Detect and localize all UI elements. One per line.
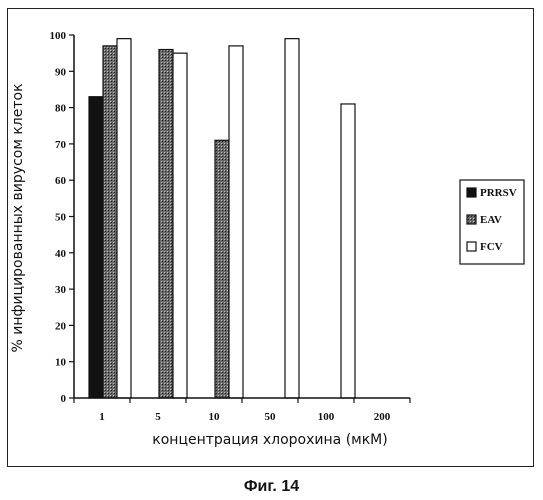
bar-fcv-10 [229,46,243,398]
bar-fcv-50 [285,39,299,398]
figure-caption: Фиг. 14 [0,478,543,496]
legend-swatch-prrsv [467,188,476,197]
bar-eav-5 [159,50,173,398]
x-axis-title: концентрация хлорохина (мкМ) [152,432,387,448]
bar-fcv-1 [117,39,131,398]
y-tick-label: 40 [55,248,67,260]
bar-prrsv-1 [89,97,103,398]
legend: PRRSV EAV FCV [460,180,524,264]
bar-eav-10 [215,140,229,398]
x-tick-label: 50 [265,411,277,423]
y-tick-label: 70 [55,139,67,151]
bar-fcv-100 [341,104,355,398]
y-tick-label: 80 [55,103,67,115]
legend-swatch-eav [467,215,476,224]
legend-label-prrsv: PRRSV [480,187,517,199]
bar-eav-1 [103,46,117,398]
x-tick-label: 1 [99,411,105,423]
legend-label-eav: EAV [480,214,502,226]
x-axis-ticks: 1 5 10 50 100 200 [74,398,410,423]
legend-label-fcv: FCV [480,241,503,253]
y-tick-label: 20 [55,320,67,332]
x-tick-label: 10 [209,411,221,423]
y-tick-label: 0 [61,393,67,405]
x-tick-label: 200 [374,411,391,423]
y-axis-title: % инфицированных вирусом клеток [10,83,26,352]
y-axis-ticks: 0 10 20 30 40 50 60 70 80 90 100 [50,30,75,405]
y-tick-label: 10 [55,357,67,369]
y-tick-label: 60 [55,175,67,187]
x-tick-label: 5 [155,411,161,423]
y-tick-label: 30 [55,284,67,296]
y-tick-label: 100 [50,30,67,42]
x-tick-label: 100 [318,411,335,423]
bars-group [89,39,355,398]
y-tick-label: 90 [55,66,67,78]
bar-fcv-5 [173,53,187,398]
legend-swatch-fcv [467,242,476,251]
y-tick-label: 50 [55,212,67,224]
